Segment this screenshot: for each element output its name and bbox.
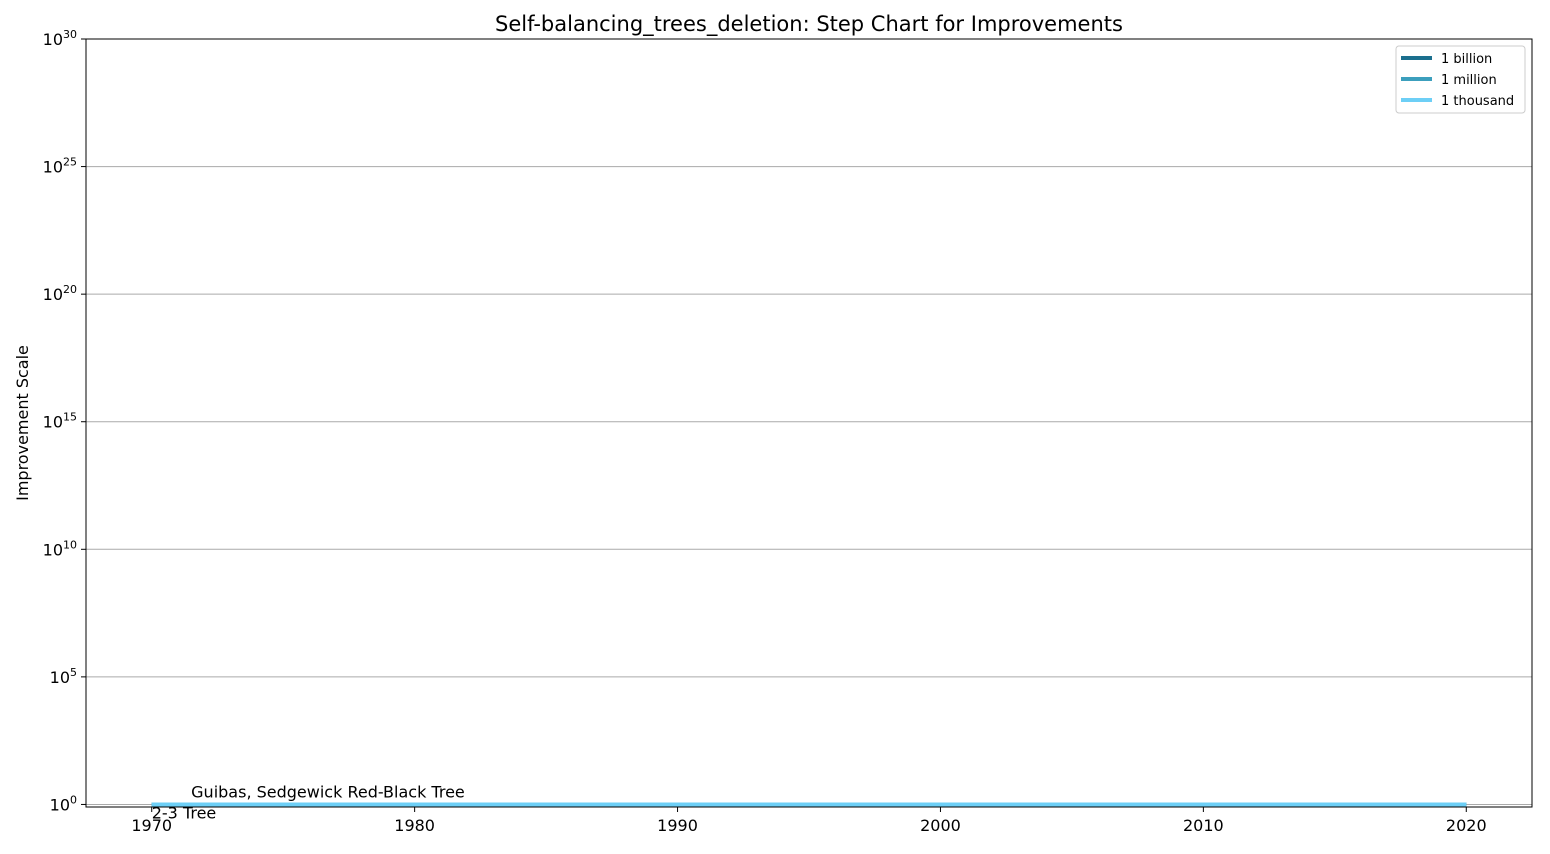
y-tick-label-base: 10 bbox=[43, 30, 63, 49]
y-tick-label: 105 bbox=[50, 666, 77, 687]
y-tick-label: 1020 bbox=[43, 283, 77, 304]
legend-box bbox=[1395, 45, 1526, 114]
y-tick-label: 1030 bbox=[43, 28, 77, 49]
annotation-label: 2-3 Tree bbox=[152, 803, 217, 822]
legend: 1 billion 1 million 1 thousand bbox=[1395, 45, 1526, 114]
y-tick-label-exponent: 0 bbox=[70, 793, 77, 806]
y-axis-label: Improvement Scale bbox=[13, 345, 32, 501]
y-tick-label-base: 10 bbox=[43, 158, 63, 177]
y-tick-label-exponent: 5 bbox=[70, 666, 77, 679]
legend-label: 1 billion bbox=[1441, 52, 1492, 67]
y-tick-label: 100 bbox=[50, 793, 77, 814]
annotation-label: Guibas, Sedgewick Red-Black Tree bbox=[191, 782, 465, 801]
y-tick-label-base: 10 bbox=[50, 668, 70, 687]
y-tick-label-base: 10 bbox=[43, 540, 63, 559]
y-tick-label: 1025 bbox=[43, 156, 77, 177]
x-tick-label: 2020 bbox=[1446, 816, 1487, 835]
y-tick-label-exponent: 10 bbox=[63, 538, 77, 551]
y-tick-label: 1010 bbox=[43, 538, 77, 559]
x-tick-label: 2010 bbox=[1183, 816, 1224, 835]
y-tick-label: 1015 bbox=[43, 411, 77, 432]
y-tick-label-exponent: 30 bbox=[63, 28, 77, 41]
y-tick-label-exponent: 25 bbox=[63, 156, 77, 169]
x-tick-label: 1970 bbox=[131, 816, 172, 835]
y-tick-label-base: 10 bbox=[43, 285, 63, 304]
y-tick-label-exponent: 20 bbox=[63, 283, 77, 296]
x-tick-label: 1980 bbox=[394, 816, 435, 835]
chart-title: Self-balancing_trees_deletion: Step Char… bbox=[495, 12, 1123, 37]
y-tick-label-exponent: 15 bbox=[63, 411, 77, 424]
legend-label: 1 million bbox=[1441, 73, 1497, 88]
grid-layer bbox=[86, 38, 1532, 805]
annotation-layer: 2-3 Tree Guibas, Sedgewick Red-Black Tree bbox=[152, 782, 465, 822]
plot-frame bbox=[85, 38, 1533, 808]
y-tick-label-base: 10 bbox=[50, 795, 70, 814]
x-tick-label: 2000 bbox=[920, 816, 961, 835]
legend-label: 1 thousand bbox=[1441, 94, 1514, 109]
x-tick-label: 1990 bbox=[657, 816, 698, 835]
y-tick-label-base: 10 bbox=[43, 413, 63, 432]
